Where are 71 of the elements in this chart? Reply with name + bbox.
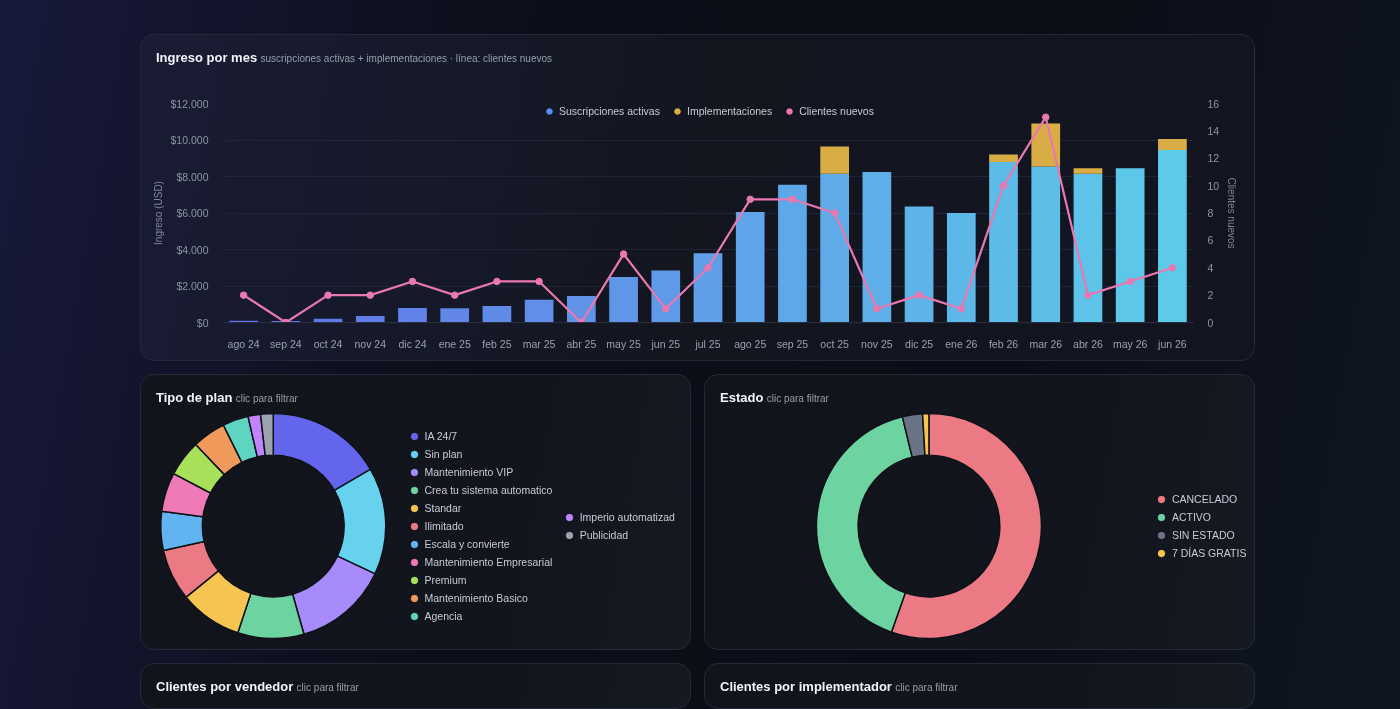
y-axis-title: Ingreso (USD) [152, 181, 164, 245]
text: clic para filtrar [895, 682, 958, 693]
chart-subtitle: clic para filtrar [766, 393, 829, 404]
x-tick-label: ago 25 [734, 337, 767, 350]
legend-label: Mantenimiento Empresarial [424, 554, 553, 570]
y2-tick-label: 2 [1207, 289, 1214, 302]
x-tick-label: feb 25 [482, 337, 512, 350]
x-tick-label: nov 25 [861, 337, 893, 350]
legend-label: 7 DÍAS GRATIS [1171, 545, 1247, 561]
y2-axis-title: Clientes nuevos [1226, 177, 1238, 249]
y2-tick-label: 8 [1207, 207, 1214, 219]
y2-tick-label: 12 [1207, 152, 1220, 165]
x-tick-label: may 26 [1112, 337, 1148, 350]
y-tick-label: $6.000 [176, 207, 209, 219]
legend-label: Publicidad [579, 527, 629, 543]
x-tick-label: oct 25 [820, 337, 850, 350]
x-tick-label: ene 26 [945, 337, 978, 350]
x-tick-label: oct 24 [313, 337, 343, 350]
x-tick-label: feb 26 [988, 337, 1019, 350]
legend-label: Standar [424, 500, 462, 516]
legend-label: Suscripciones activas [559, 104, 660, 118]
x-tick-label: jun 26 [1157, 337, 1187, 350]
text: Clientes por implementador [720, 679, 892, 694]
y-tick-label: $0 [196, 316, 209, 329]
y2-tick-label: 16 [1207, 97, 1220, 110]
y-tick-label: $8.000 [176, 170, 209, 183]
x-tick-label: dic 24 [398, 337, 427, 350]
text: clic para filtrar [296, 682, 359, 693]
x-tick-label: jul 25 [694, 337, 721, 350]
legend-label: Escala y convierte [424, 536, 510, 552]
text: Tipo de plan [156, 390, 233, 405]
y-tick-label: $12.000 [170, 97, 209, 110]
x-tick-label: abr 26 [1073, 337, 1103, 350]
legend-label: SIN ESTADO [1171, 527, 1235, 543]
legend-label: Agencia [424, 608, 463, 624]
legend-label: Mantenimiento Basico [424, 590, 528, 606]
text: clic para filtrar [235, 393, 298, 404]
x-tick-label: nov 24 [354, 337, 387, 350]
text: Clientes por vendedor [156, 679, 294, 694]
y2-tick-label: 4 [1207, 261, 1214, 274]
x-tick-label: jun 25 [650, 337, 681, 350]
y-tick-label: $10.000 [170, 134, 209, 146]
y-tick-label: $4.000 [176, 243, 209, 256]
x-tick-label: mar 26 [1029, 337, 1063, 350]
legend-label: CANCELADO [1171, 491, 1238, 507]
y2-tick-label: 10 [1207, 179, 1220, 192]
legend-label: Implementaciones [686, 104, 773, 118]
legend-label: ACTIVO [1171, 509, 1211, 525]
x-tick-label: ene 25 [438, 337, 471, 350]
legend-label: Premium [424, 572, 467, 588]
x-tick-label: ago 24 [227, 337, 260, 350]
x-tick-label: sep 25 [776, 337, 809, 350]
legend-label: Mantenimiento VIP [424, 464, 514, 480]
legend-label: Imperio automatizad [579, 509, 675, 525]
x-tick-label: mar 25 [522, 337, 556, 350]
y2-tick-label: 6 [1207, 234, 1214, 247]
y-tick-label: $2.000 [176, 280, 209, 292]
legend-label: Sin plan [424, 446, 463, 462]
y2-tick-label: 14 [1207, 124, 1220, 137]
legend-label: IA 24/7 [424, 428, 458, 444]
y2-tick-label: 0 [1207, 316, 1214, 329]
chart-title: Ingreso por mes [156, 50, 258, 65]
legend-label: Ilimitado [424, 518, 464, 534]
legend-label: Crea tu sistema automatico [424, 482, 553, 498]
x-tick-label: may 25 [606, 337, 641, 350]
x-tick-label: abr 25 [566, 337, 597, 350]
chart-title: Estado [720, 390, 764, 405]
legend-label: Clientes nuevos [799, 104, 874, 118]
x-tick-label: dic 25 [905, 337, 934, 350]
chart-subtitle: suscripciones activas + implementaciones · línea: clientes nuevos [260, 53, 553, 64]
x-tick-label: sep 24 [270, 337, 302, 350]
